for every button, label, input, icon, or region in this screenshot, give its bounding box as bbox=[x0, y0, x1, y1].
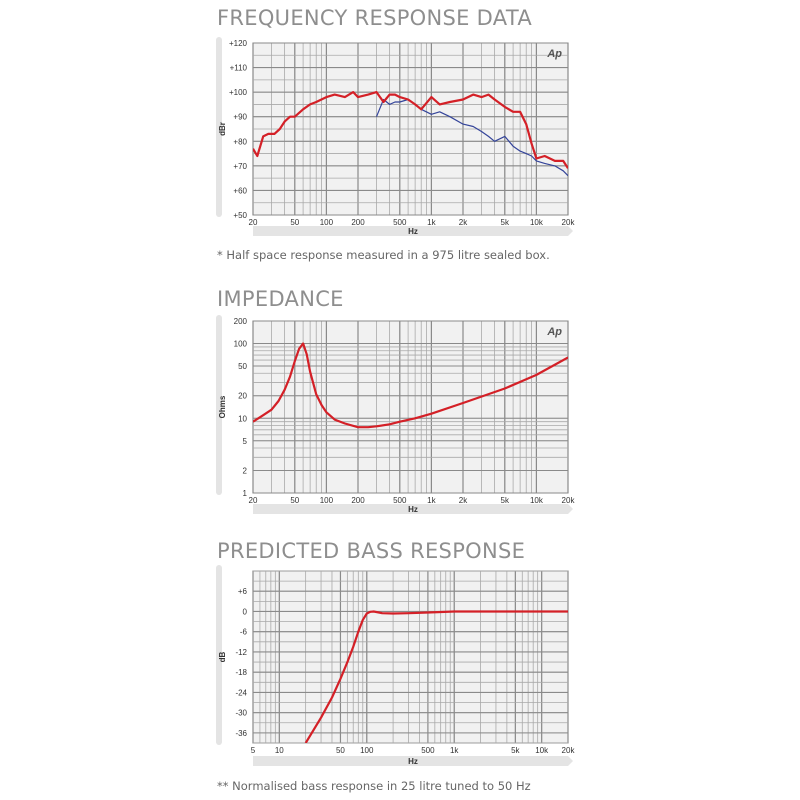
y-tick-label: 20 bbox=[238, 392, 247, 401]
x-axis-bar bbox=[253, 504, 573, 514]
x-tick-label: 10k bbox=[530, 218, 544, 227]
y-tick-label: +70 bbox=[233, 162, 247, 171]
x-tick-label: 20 bbox=[249, 496, 258, 505]
x-tick-label: 20k bbox=[562, 746, 576, 755]
y-axis-label: dBr bbox=[218, 122, 227, 136]
x-tick-label: 500 bbox=[393, 218, 407, 227]
x-tick-label: 100 bbox=[360, 746, 374, 755]
x-tick-label: 2k bbox=[459, 218, 468, 227]
x-tick-label: 20k bbox=[562, 496, 576, 505]
y-tick-label: -36 bbox=[235, 729, 247, 738]
x-tick-label: 10k bbox=[535, 746, 549, 755]
y-tick-label: 50 bbox=[238, 362, 247, 371]
bass-response-chart: +6 0 -6 -12 -18 -24 -30 -36 5 10 50 100 500 1k 5k 10k 20… bbox=[216, 565, 576, 766]
x-tick-label: 1k bbox=[427, 496, 436, 505]
x-tick-label: 5k bbox=[501, 218, 510, 227]
series-line bbox=[375, 98, 568, 177]
x-tick-label: 50 bbox=[290, 218, 299, 227]
y-axis-label: Ohms bbox=[218, 395, 227, 418]
y-tick-label: 1 bbox=[243, 489, 248, 498]
series-line bbox=[253, 342, 568, 429]
y-tick-label: 10 bbox=[238, 414, 247, 423]
x-tick-label: 1k bbox=[450, 746, 459, 755]
y-tick-label: +100 bbox=[229, 88, 248, 97]
bass-response-title: PREDICTED BASS RESPONSE bbox=[217, 539, 526, 563]
y-tick-label: -24 bbox=[235, 688, 247, 697]
grid-lines bbox=[252, 42, 569, 216]
bass-response-note: ** Normalised bass response in 25 litre … bbox=[217, 779, 531, 793]
ap-logo: Ap bbox=[546, 48, 562, 60]
x-tick-label: 1k bbox=[427, 218, 436, 227]
axis-side-bar bbox=[216, 315, 222, 495]
x-axis-label: Hz bbox=[408, 227, 418, 236]
x-tick-label: 5 bbox=[251, 746, 256, 755]
y-tick-label: +60 bbox=[233, 186, 247, 195]
frequency-response-note: * Half space response measured in a 975 … bbox=[217, 248, 550, 262]
y-tick-label: 2 bbox=[243, 466, 248, 475]
x-axis-label: Hz bbox=[408, 505, 418, 514]
frequency-response-title: FREQUENCY RESPONSE DATA bbox=[217, 6, 532, 30]
y-tick-label: +80 bbox=[233, 137, 247, 146]
x-tick-label: 20k bbox=[562, 218, 576, 227]
axis-side-bar bbox=[216, 37, 222, 217]
y-tick-label: -6 bbox=[240, 628, 248, 637]
y-tick-label: -18 bbox=[235, 668, 247, 677]
x-axis-label: Hz bbox=[408, 757, 418, 766]
frequency-response-chart: +50 +60 +70 +80 +90 +100 +110 +120 20 50 100 200 500… bbox=[216, 37, 576, 236]
x-tick-label: 100 bbox=[320, 218, 334, 227]
x-tick-label: 200 bbox=[351, 496, 365, 505]
y-tick-label: +90 bbox=[233, 113, 247, 122]
ap-logo: Ap bbox=[546, 326, 562, 338]
y-tick-label: -30 bbox=[235, 709, 247, 718]
y-tick-label: 5 bbox=[243, 437, 248, 446]
x-tick-label: 10 bbox=[275, 746, 284, 755]
x-tick-label: 5k bbox=[511, 746, 520, 755]
x-tick-label: 200 bbox=[351, 218, 365, 227]
impedance-chart: 1 2 5 10 20 50 100 200 20 50 100 200 500 1k 2k 5k 10k 20k… bbox=[216, 315, 576, 514]
y-tick-label: +6 bbox=[238, 587, 248, 596]
y-tick-label: 100 bbox=[234, 340, 248, 349]
y-tick-label: +120 bbox=[229, 39, 248, 48]
y-tick-label: 0 bbox=[243, 607, 248, 616]
y-tick-label: +50 bbox=[233, 211, 247, 220]
y-axis-label: dB bbox=[218, 651, 227, 662]
x-tick-label: 20 bbox=[249, 218, 258, 227]
series-line bbox=[253, 91, 568, 169]
grid-lines bbox=[252, 320, 569, 494]
x-tick-label: 10k bbox=[530, 496, 544, 505]
x-tick-label: 500 bbox=[421, 746, 435, 755]
x-tick-label: 500 bbox=[393, 496, 407, 505]
x-axis-bar bbox=[253, 226, 573, 236]
x-tick-label: 50 bbox=[290, 496, 299, 505]
x-tick-label: 50 bbox=[336, 746, 345, 755]
y-tick-label: 200 bbox=[234, 317, 248, 326]
y-tick-label: -12 bbox=[235, 648, 247, 657]
x-axis-bar bbox=[253, 756, 573, 766]
axis-side-bar bbox=[216, 565, 222, 745]
grid-lines bbox=[252, 570, 569, 744]
y-tick-label: +110 bbox=[230, 64, 248, 73]
x-tick-label: 100 bbox=[320, 496, 334, 505]
impedance-title: IMPEDANCE bbox=[217, 287, 344, 311]
x-tick-label: 2k bbox=[459, 496, 468, 505]
plot-area bbox=[252, 570, 569, 744]
series-line bbox=[304, 610, 568, 743]
x-tick-label: 5k bbox=[501, 496, 510, 505]
